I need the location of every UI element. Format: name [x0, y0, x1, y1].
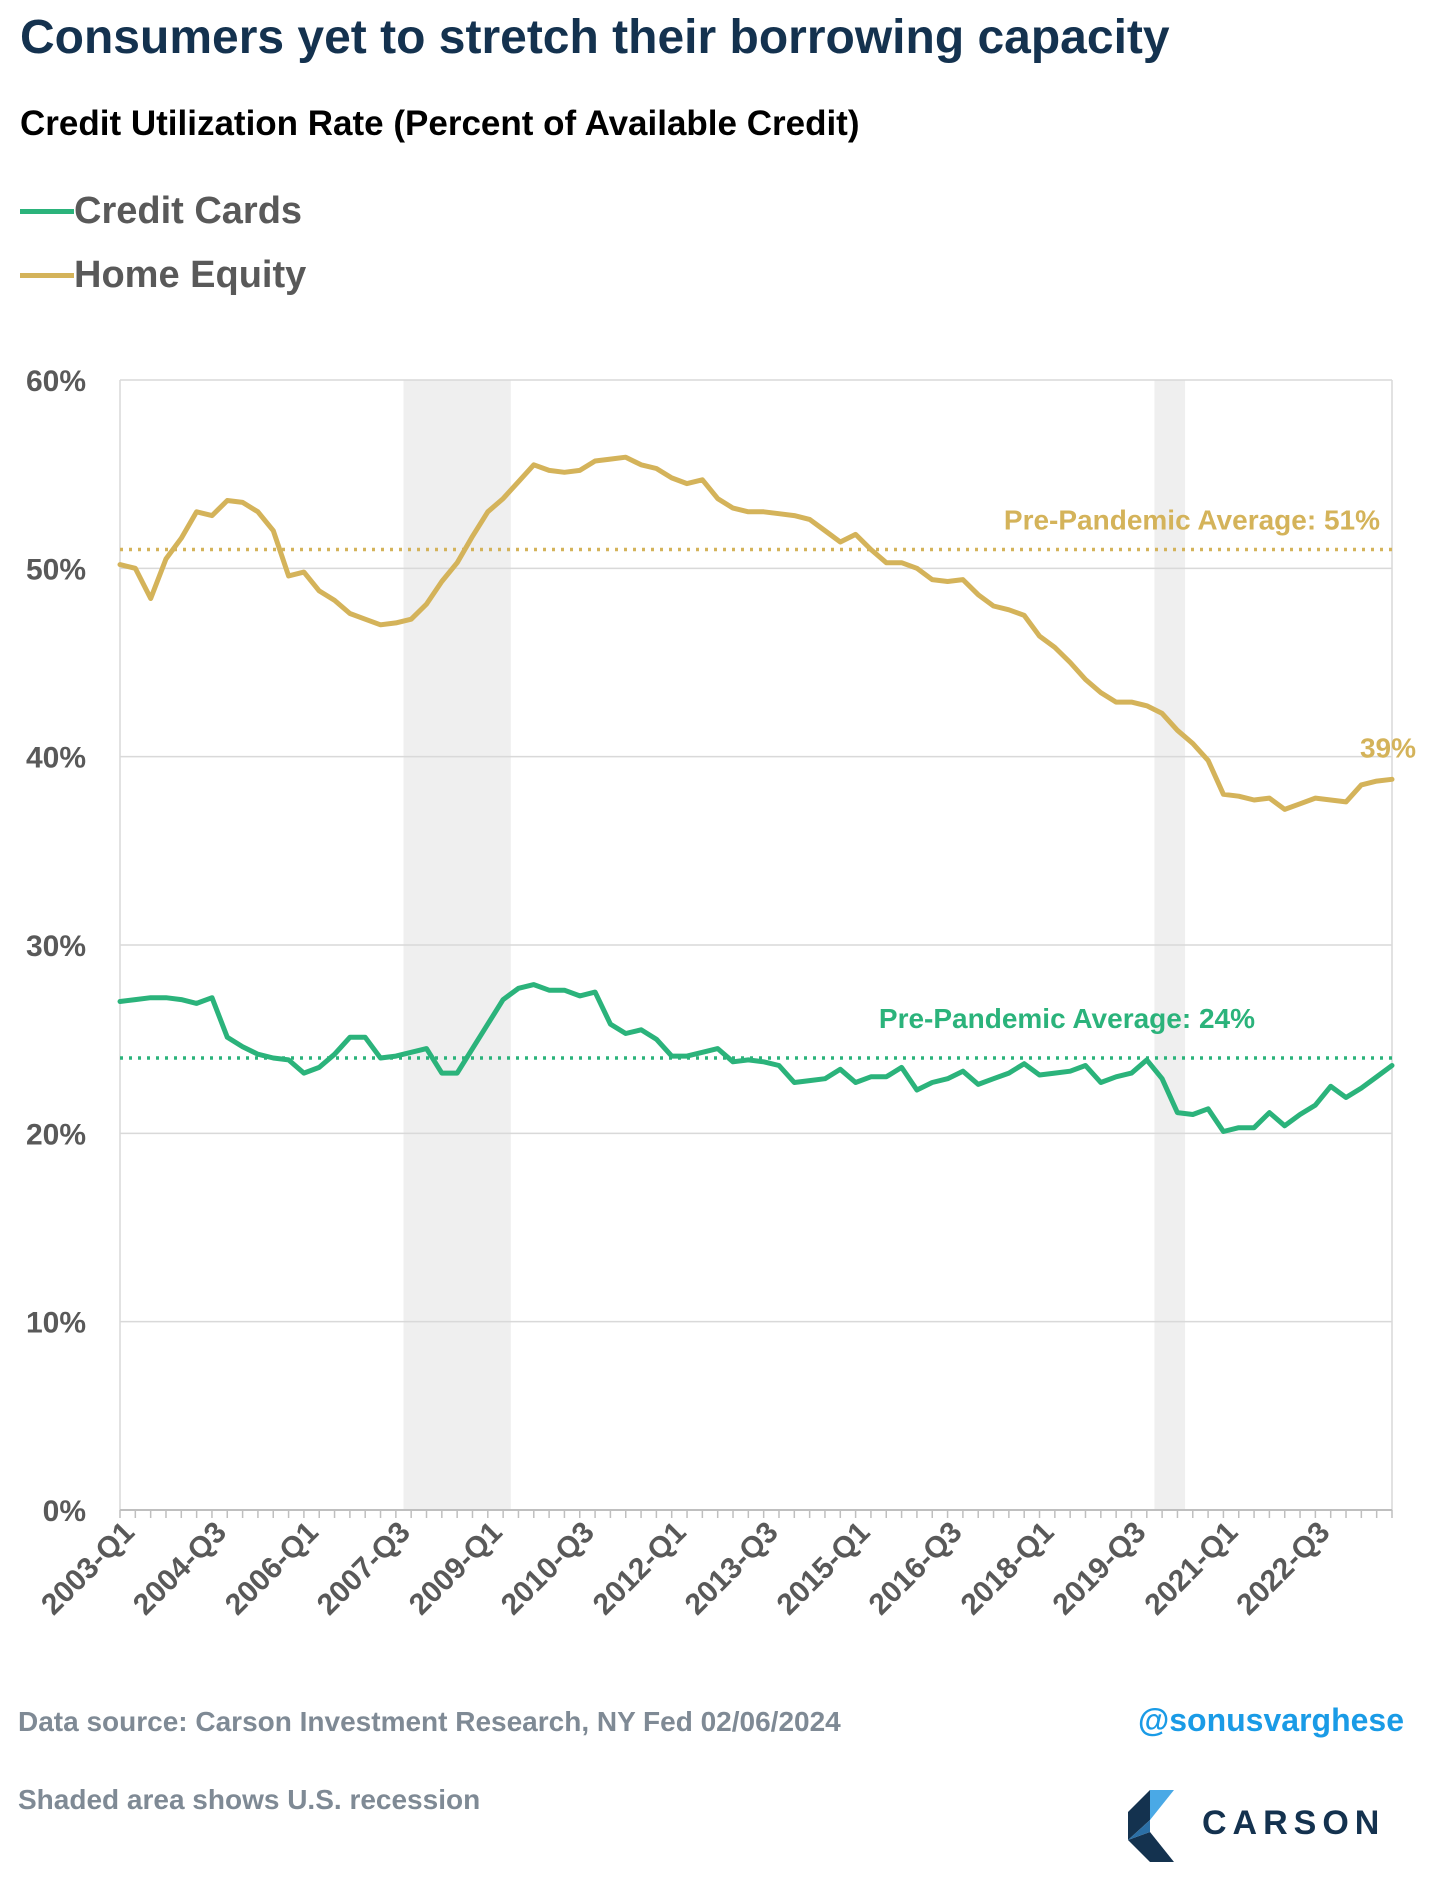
recession-note: Shaded area shows U.S. recession — [18, 1784, 481, 1815]
x-tick-label-2004-Q3: 2004-Q3 — [127, 1516, 233, 1622]
y-tick-label-50: 50% — [26, 553, 86, 586]
y-tick-label-20: 20% — [26, 1118, 86, 1151]
y-tick-label-30: 30% — [26, 930, 86, 963]
y-tick-label-0: 0% — [43, 1495, 86, 1528]
x-tick-label-2003-Q1: 2003-Q1 — [35, 1516, 141, 1622]
y-tick-label-10: 10% — [26, 1307, 86, 1340]
y-tick-label-40: 40% — [26, 742, 86, 775]
carson-logo: CARSON — [1128, 1790, 1408, 1862]
x-tick-label-2009-Q1: 2009-Q1 — [403, 1516, 509, 1622]
legend-item-home-equity: Home Equity — [20, 254, 306, 297]
chart-subtitle: Credit Utilization Rate (Percent of Avai… — [20, 104, 860, 143]
legend-swatch-home-equity — [20, 273, 74, 278]
reference-label-credit-cards: Pre-Pandemic Average: 24% — [879, 1003, 1255, 1034]
series-line-credit-cards — [117, 982, 1395, 1134]
x-tick-label-2015-Q1: 2015-Q1 — [771, 1516, 877, 1622]
data-source: Data source: Carson Investment Research,… — [18, 1706, 841, 1737]
x-tick-label-2010-Q3: 2010-Q3 — [495, 1516, 601, 1622]
x-tick-label-2013-Q3: 2013-Q3 — [679, 1516, 785, 1622]
legend-item-credit-cards: Credit Cards — [20, 190, 302, 233]
social-handle-link[interactable]: @sonusvarghese — [1138, 1702, 1404, 1738]
chart-title: Consumers yet to stretch their borrowing… — [20, 11, 1170, 64]
x-tick-label-2018-Q1: 2018-Q1 — [955, 1516, 1061, 1622]
legend-label-credit-cards: Credit Cards — [74, 190, 303, 232]
legend-swatch-credit-cards — [20, 209, 74, 214]
x-tick-label-2019-Q3: 2019-Q3 — [1047, 1516, 1153, 1622]
series-line-home-equity — [117, 454, 1395, 812]
reference-label-home-equity: Pre-Pandemic Average: 51% — [1004, 505, 1380, 536]
x-tick-label-2021-Q1: 2021-Q1 — [1138, 1516, 1244, 1622]
x-tick-label-2006-Q1: 2006-Q1 — [219, 1516, 325, 1622]
carson-logo-icon — [1128, 1790, 1174, 1862]
x-tick-label-2016-Q3: 2016-Q3 — [863, 1516, 969, 1622]
x-tick-label-2022-Q3: 2022-Q3 — [1230, 1516, 1336, 1622]
line-chart: 0% 10% 20% 30% 40% 50% 60% 2003-Q12004-Q32006-Q… — [26, 365, 1416, 1622]
x-tick-label-2012-Q1: 2012-Q1 — [587, 1516, 693, 1622]
x-tick-label-2007-Q3: 2007-Q3 — [311, 1516, 417, 1622]
logo-wordmark: CARSON — [1202, 1804, 1386, 1842]
y-tick-label-60: 60% — [26, 365, 86, 398]
legend-label-home-equity: Home Equity — [74, 254, 307, 296]
end-value-label-home-equity: 39% — [1360, 732, 1416, 763]
